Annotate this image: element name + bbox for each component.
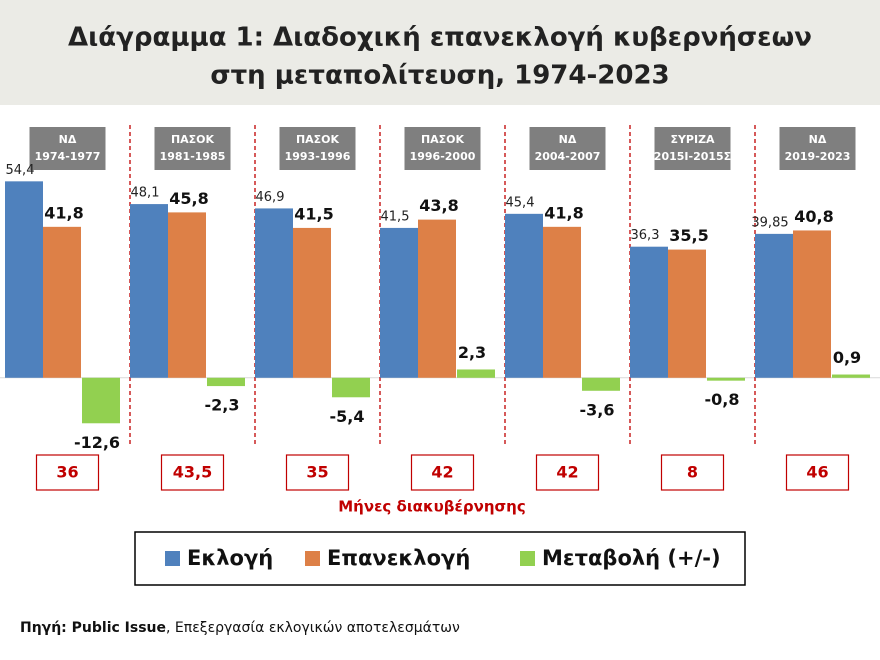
bar — [707, 377, 745, 381]
group-period: 2019-2023 — [785, 150, 851, 163]
value-label: 2,3 — [458, 343, 486, 362]
group-party: ΠΑΣΟΚ — [421, 133, 465, 146]
group-period: 2004-2007 — [535, 150, 601, 163]
group-party: ΝΔ — [59, 133, 77, 146]
bar — [755, 233, 793, 378]
months-box — [160, 454, 225, 491]
bar — [793, 230, 831, 378]
group-period: 1993-1996 — [285, 150, 351, 163]
chart-title: στη μεταπολίτευση, 1974-2023 — [210, 61, 669, 91]
months-title: Μήνες διακυβέρνησης — [338, 498, 526, 516]
group-header — [529, 127, 606, 170]
value-label: 35,5 — [669, 226, 708, 245]
bar — [418, 219, 456, 378]
bar — [130, 204, 168, 378]
bar — [332, 377, 370, 398]
value-label: 41,8 — [544, 203, 583, 222]
value-label: 36,3 — [631, 228, 660, 243]
legend-label: Μεταβολή (+/-) — [542, 546, 721, 570]
value-label: -5,4 — [330, 407, 365, 426]
bar — [255, 208, 293, 378]
value-label: 41,5 — [294, 204, 333, 223]
value-label: 41,5 — [381, 209, 410, 224]
bar — [43, 226, 81, 378]
months-value: 42 — [431, 463, 453, 482]
months-value: 8 — [687, 463, 698, 482]
value-label: 40,8 — [794, 207, 833, 226]
group-header — [654, 127, 731, 170]
months-value: 42 — [556, 463, 578, 482]
group-header — [154, 127, 231, 170]
group-period: 2015Ι-2015Σ — [654, 150, 731, 163]
value-label: 54,4 — [6, 163, 35, 178]
months-value: 43,5 — [173, 463, 212, 482]
bar — [832, 374, 870, 378]
value-label: 45,8 — [169, 189, 208, 208]
value-label: 39,85 — [751, 215, 788, 230]
bar — [668, 249, 706, 378]
months-box — [785, 454, 850, 491]
value-label: -0,8 — [705, 390, 740, 409]
legend — [134, 531, 746, 586]
value-label: 48,1 — [131, 186, 160, 201]
title-band — [0, 0, 880, 105]
value-label: -12,6 — [74, 433, 120, 452]
value-label: -2,3 — [205, 396, 240, 415]
months-box — [410, 454, 475, 491]
bar — [380, 227, 418, 378]
legend-swatch — [305, 551, 320, 566]
group-party: ΠΑΣΟΚ — [296, 133, 340, 146]
group-header — [404, 127, 481, 170]
group-header — [279, 127, 356, 170]
months-value: 36 — [56, 463, 78, 482]
value-label: 41,8 — [44, 203, 83, 222]
bar — [505, 213, 543, 378]
value-label: 43,8 — [419, 196, 458, 215]
group-header — [779, 127, 856, 170]
group-party: ΝΔ — [809, 133, 827, 146]
months-box — [35, 454, 100, 491]
source: Πηγή: Public Issue, Επεξεργασία εκλογικώ… — [20, 620, 460, 636]
bar — [457, 369, 495, 378]
bar — [207, 377, 245, 387]
bar — [543, 226, 581, 378]
group-party: ΣΥΡΙΖΑ — [670, 133, 715, 146]
months-value: 46 — [806, 463, 828, 482]
group-header — [29, 127, 106, 170]
value-label: -3,6 — [580, 400, 615, 419]
chart-title: Διάγραμμα 1: Διαδοχική επανεκλογή κυβερν… — [68, 23, 812, 53]
legend-label: Επανεκλογή — [327, 546, 470, 570]
legend-label: Εκλογή — [187, 546, 273, 570]
bar — [630, 246, 668, 378]
legend-swatch — [165, 551, 180, 566]
bar — [582, 377, 620, 391]
legend-swatch — [520, 551, 535, 566]
bar — [293, 227, 331, 378]
months-value: 35 — [306, 463, 328, 482]
group-period: 1996-2000 — [410, 150, 476, 163]
group-period: 1981-1985 — [160, 150, 226, 163]
group-period: 1974-1977 — [35, 150, 101, 163]
value-label: 46,9 — [256, 190, 285, 205]
bar — [82, 377, 120, 424]
bar — [5, 181, 43, 378]
months-box — [660, 454, 725, 491]
source-text: , Επεξεργασία εκλογικών αποτελεσμάτων — [166, 620, 460, 636]
months-box — [535, 454, 600, 491]
source-label: Πηγή: Public Issue — [20, 620, 166, 636]
group-party: ΝΔ — [559, 133, 577, 146]
bar — [168, 212, 206, 378]
value-label: 45,4 — [506, 195, 535, 210]
group-party: ΠΑΣΟΚ — [171, 133, 215, 146]
value-label: 0,9 — [833, 348, 861, 367]
months-box — [285, 454, 350, 491]
